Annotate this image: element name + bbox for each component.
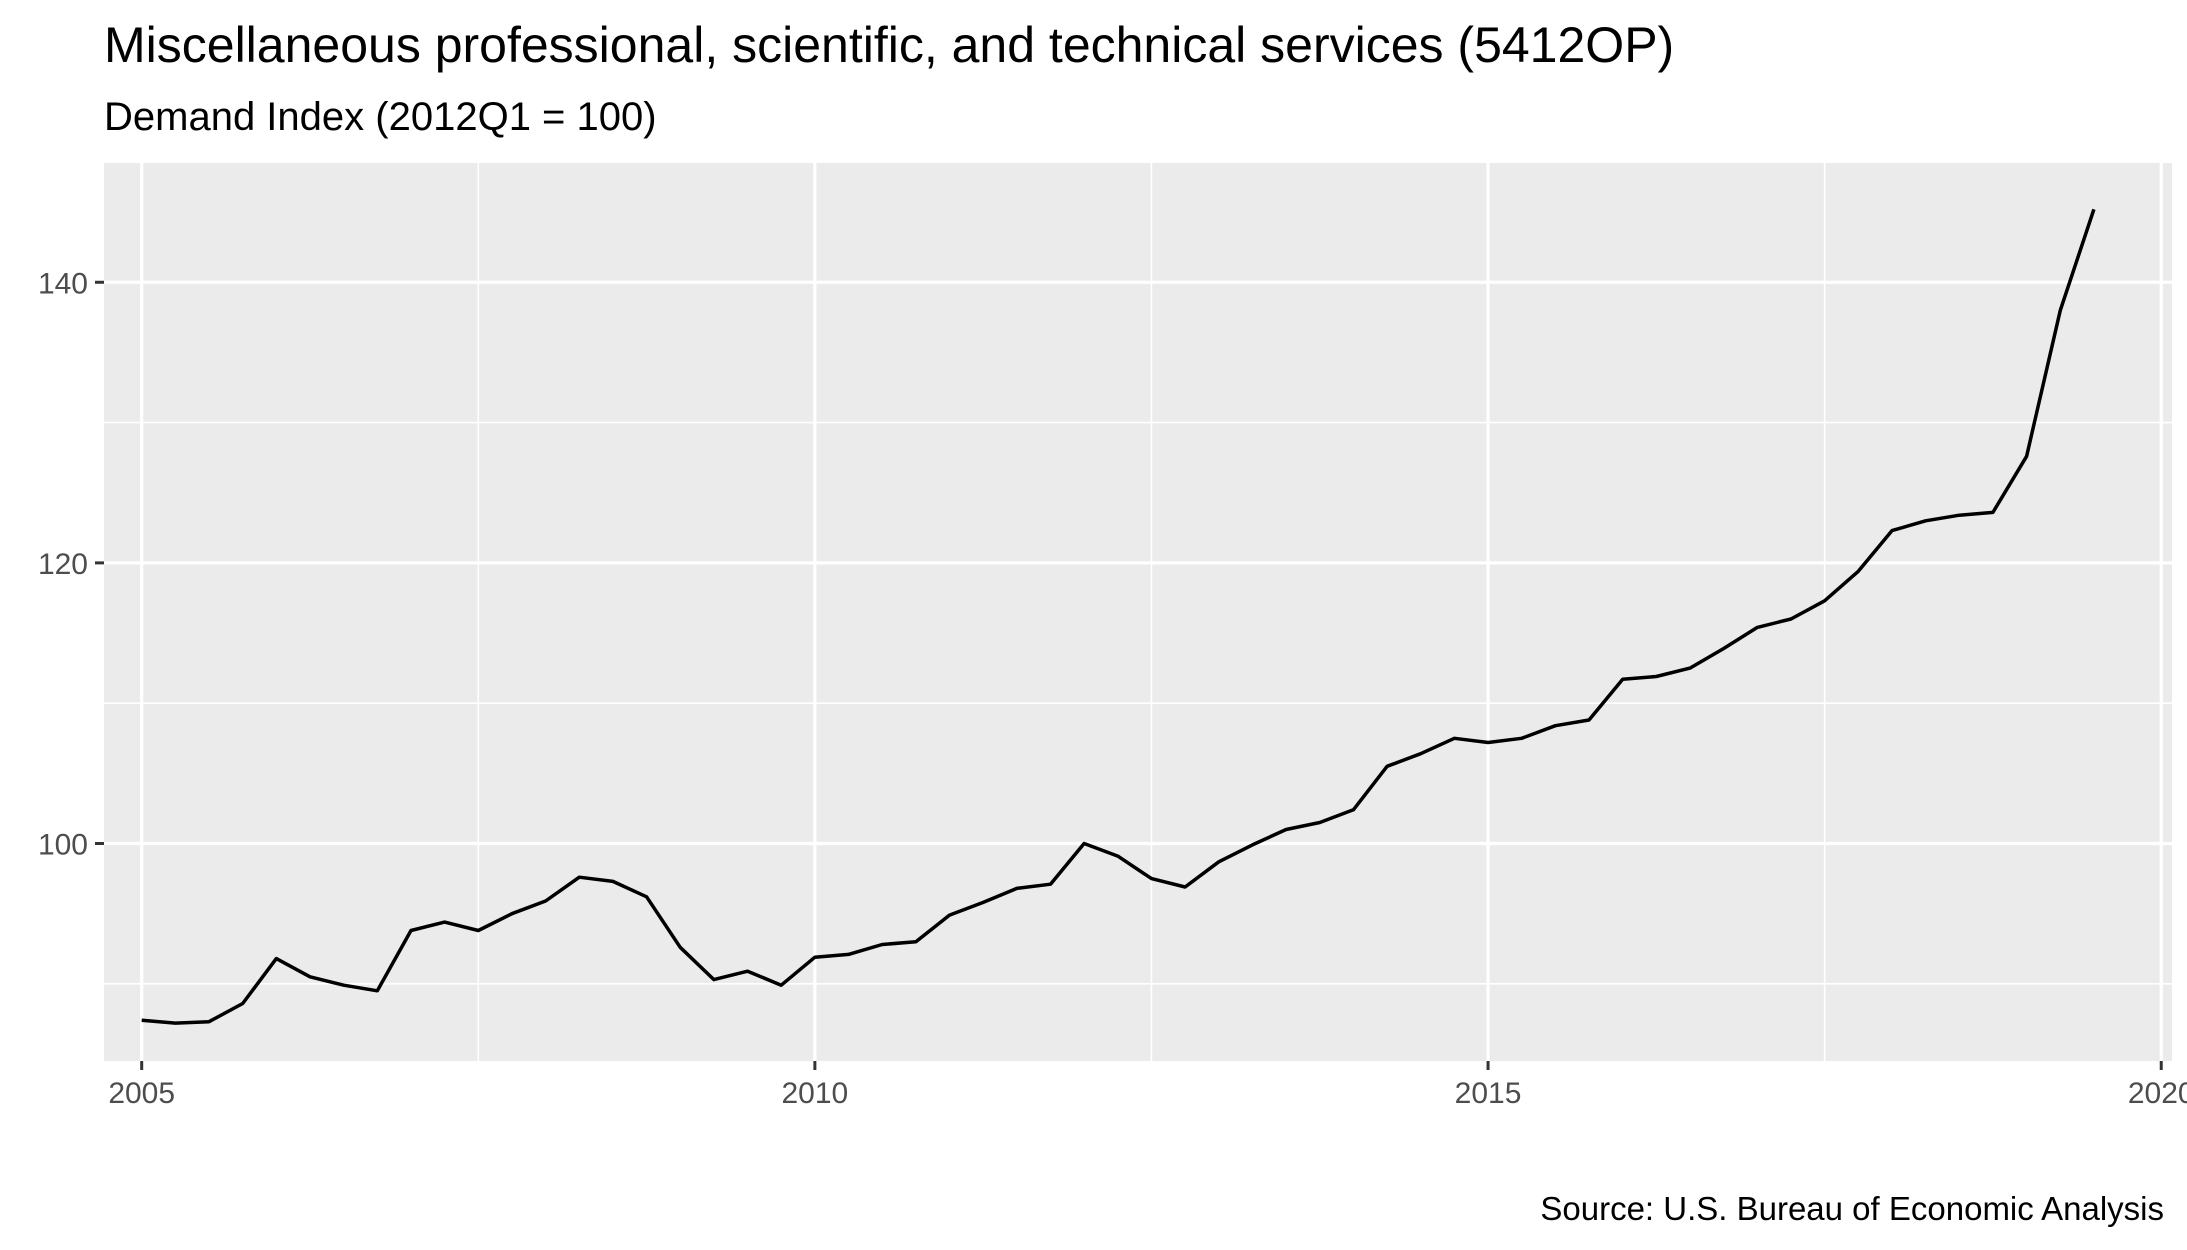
major-gridlines <box>104 163 2172 1061</box>
y-tick-label: 140 <box>38 267 88 300</box>
y-axis: 100 120 140 <box>38 267 104 862</box>
x-tick-label: 2020 <box>2128 1077 2187 1110</box>
y-tick-label: 120 <box>38 548 88 581</box>
x-tick-label: 2010 <box>782 1077 849 1110</box>
chart-subtitle: Demand Index (2012Q1 = 100) <box>104 95 657 139</box>
x-tick-label: 2015 <box>1455 1077 1522 1110</box>
minor-gridlines <box>104 163 2172 1061</box>
x-tick-label: 2005 <box>108 1077 175 1110</box>
plot-panel <box>104 163 2172 1061</box>
x-axis: 2005 2010 2015 2020 <box>108 1061 2187 1110</box>
y-tick-label: 100 <box>38 829 88 862</box>
source-caption: Source: U.S. Bureau of Economic Analysis <box>1540 1190 2164 1227</box>
series-line <box>141 208 2096 1025</box>
chart-title: Miscellaneous professional, scientific, … <box>104 17 1674 73</box>
